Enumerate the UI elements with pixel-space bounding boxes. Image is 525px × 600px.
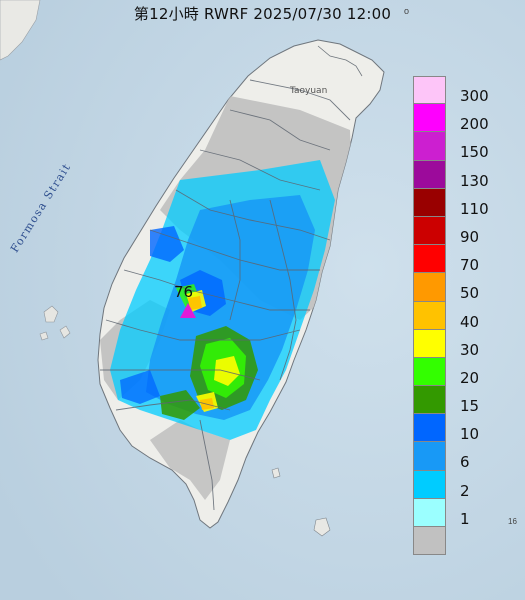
legend-row: 6	[413, 442, 523, 472]
legend-row: 90	[413, 216, 523, 246]
legend-row: 2	[413, 470, 523, 500]
legend-swatch	[413, 301, 446, 330]
legend-swatch	[413, 76, 446, 105]
max-rain-value: 76	[174, 283, 194, 301]
map-title: 第12小時 RWRF 2025/07/30 12:00	[133, 5, 392, 23]
legend-label: 2	[460, 481, 470, 500]
rain-zone-10mm	[150, 226, 184, 262]
legend-swatch	[413, 357, 446, 387]
legend-swatch	[413, 104, 446, 133]
rain-zone-6mm	[146, 195, 315, 420]
east-islands	[271, 467, 331, 537]
legend-swatch	[413, 527, 446, 556]
edge-label-right: 16	[508, 517, 517, 526]
north-coast-detail	[317, 45, 363, 77]
legend-row: 15	[413, 386, 523, 416]
legend-row: 40	[413, 301, 523, 331]
legend-swatch	[413, 245, 446, 274]
mainland-edge	[0, 0, 41, 61]
legend-label: 110	[460, 199, 489, 218]
legend-label: 30	[460, 340, 480, 359]
legend-label: 300	[460, 87, 489, 105]
legend-swatch	[413, 414, 446, 443]
legend-swatch	[413, 273, 446, 302]
legend-swatch	[413, 498, 446, 527]
legend-swatch	[413, 216, 446, 246]
legend-row: 10	[413, 414, 523, 444]
legend-swatch	[413, 160, 446, 189]
legend-label: 90	[460, 227, 480, 246]
rain-zone-trace	[150, 420, 230, 500]
legend-label: 40	[460, 312, 480, 331]
rain-zone-30mm	[214, 356, 240, 386]
edge-label-top: o	[404, 6, 410, 16]
city-label: Taoyuan	[290, 86, 328, 96]
rain-zone-10mm	[120, 370, 160, 404]
legend-row: 300	[413, 76, 523, 105]
legend-row: 200	[413, 104, 523, 134]
legend-swatch	[413, 188, 446, 217]
max-rain-triangle-icon	[180, 303, 196, 318]
legend-row: 70	[413, 245, 523, 275]
legend-label: 70	[460, 256, 480, 275]
legend-label: 50	[460, 284, 480, 303]
legend-label: 200	[460, 115, 489, 134]
legend-label: 1	[460, 509, 470, 528]
legend-row: 110	[413, 188, 523, 218]
county-boundaries	[100, 79, 351, 511]
legend-swatch	[413, 329, 446, 358]
legend-row: 50	[413, 273, 523, 303]
legend-swatch	[413, 470, 446, 499]
legend-label: 130	[460, 171, 489, 190]
penghu-islands	[39, 305, 71, 341]
legend-row	[413, 527, 523, 556]
legend-label: 6	[460, 453, 470, 472]
legend-swatch	[413, 132, 446, 161]
legend-label: 10	[460, 425, 480, 444]
legend-label: 15	[460, 397, 480, 416]
legend-swatch	[413, 386, 446, 415]
legend-swatch	[413, 442, 446, 471]
legend-label: 20	[460, 368, 480, 387]
legend-row: 150	[413, 132, 523, 162]
legend-row: 30	[413, 329, 523, 359]
legend-row: 1	[413, 498, 523, 528]
legend-label: 150	[460, 143, 489, 162]
rainfall-legend: 300 200 150 130 110 90 70 50 40 30 20 15 10 6 2 1	[413, 76, 523, 556]
rain-zone-15mm	[160, 390, 200, 420]
legend-row: 130	[413, 160, 523, 190]
legend-row: 20	[413, 357, 523, 387]
